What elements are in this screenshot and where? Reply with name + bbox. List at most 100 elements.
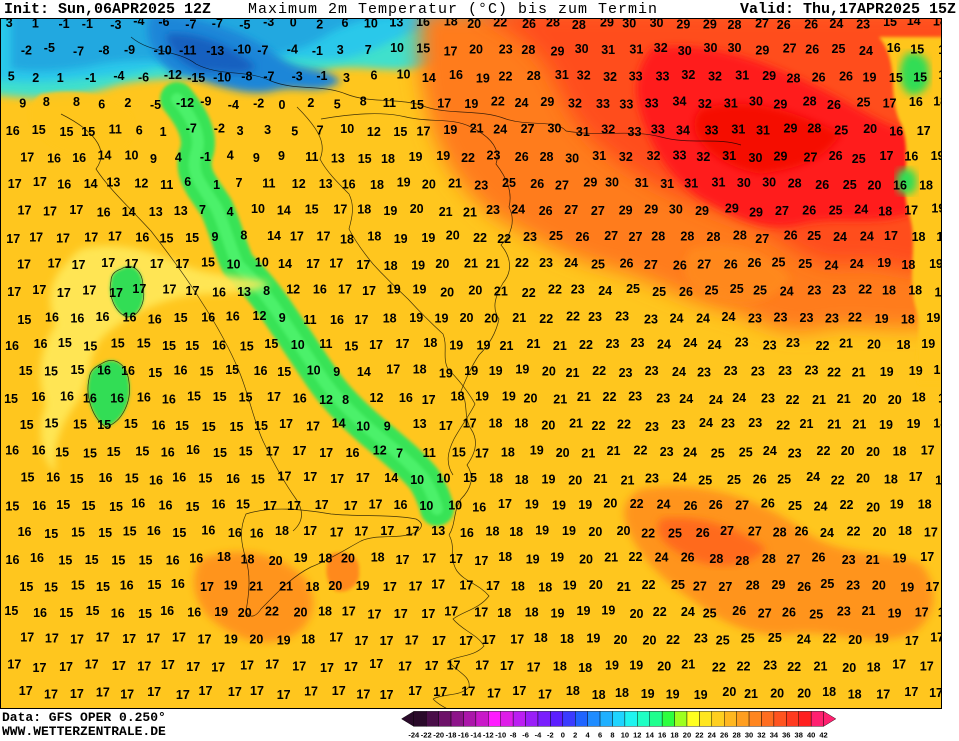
svg-text:7: 7 xyxy=(199,203,206,217)
svg-text:18: 18 xyxy=(514,417,528,431)
svg-text:17: 17 xyxy=(304,684,318,698)
svg-text:26: 26 xyxy=(802,204,816,218)
svg-text:19: 19 xyxy=(475,390,489,404)
svg-text:8: 8 xyxy=(73,95,80,109)
svg-text:18: 18 xyxy=(898,524,912,538)
svg-text:17: 17 xyxy=(368,608,382,622)
svg-text:16: 16 xyxy=(658,730,666,739)
svg-text:3: 3 xyxy=(237,124,244,138)
svg-text:22: 22 xyxy=(617,417,631,431)
svg-text:9: 9 xyxy=(253,151,260,165)
svg-text:19: 19 xyxy=(931,202,942,216)
svg-text:24: 24 xyxy=(683,336,697,350)
svg-text:27: 27 xyxy=(604,229,618,243)
svg-text:16: 16 xyxy=(5,339,19,353)
svg-text:24: 24 xyxy=(708,730,717,739)
svg-text:18: 18 xyxy=(515,473,529,487)
svg-text:17: 17 xyxy=(20,151,34,165)
svg-text:4: 4 xyxy=(175,151,182,165)
svg-text:4: 4 xyxy=(586,730,591,739)
svg-text:17: 17 xyxy=(266,445,280,459)
svg-text:31: 31 xyxy=(601,43,615,57)
svg-text:15: 15 xyxy=(213,390,227,404)
svg-text:17: 17 xyxy=(487,687,501,701)
svg-text:15: 15 xyxy=(200,364,214,378)
svg-text:-20: -20 xyxy=(433,730,444,739)
svg-text:18: 18 xyxy=(413,362,427,376)
svg-text:-5: -5 xyxy=(239,19,250,32)
svg-text:17: 17 xyxy=(109,286,123,300)
svg-text:18: 18 xyxy=(509,525,523,539)
svg-text:18: 18 xyxy=(498,550,512,564)
svg-text:1: 1 xyxy=(57,71,64,85)
svg-text:21: 21 xyxy=(577,390,591,404)
svg-text:25: 25 xyxy=(857,95,871,109)
svg-text:32: 32 xyxy=(603,70,617,84)
svg-text:31: 31 xyxy=(722,149,736,163)
svg-text:22: 22 xyxy=(823,632,837,646)
svg-text:31: 31 xyxy=(660,177,674,191)
svg-text:17: 17 xyxy=(175,257,189,271)
svg-text:-2: -2 xyxy=(253,96,264,110)
svg-text:25: 25 xyxy=(798,257,812,271)
svg-text:19: 19 xyxy=(935,286,943,300)
svg-text:15: 15 xyxy=(239,445,253,459)
svg-text:17: 17 xyxy=(32,283,46,297)
svg-text:13: 13 xyxy=(174,204,188,218)
svg-text:30: 30 xyxy=(737,176,751,190)
svg-text:30: 30 xyxy=(650,19,664,30)
svg-text:18: 18 xyxy=(489,472,503,486)
svg-text:23: 23 xyxy=(786,336,800,350)
svg-text:19: 19 xyxy=(577,604,591,618)
svg-text:16: 16 xyxy=(174,364,188,378)
svg-text:15: 15 xyxy=(172,526,186,540)
svg-text:-1: -1 xyxy=(85,71,96,85)
svg-text:20: 20 xyxy=(446,229,460,243)
svg-text:19: 19 xyxy=(909,364,923,378)
svg-text:16: 16 xyxy=(131,497,145,511)
svg-text:19: 19 xyxy=(383,204,397,218)
svg-text:23: 23 xyxy=(615,310,629,324)
svg-text:17: 17 xyxy=(265,657,279,671)
svg-text:30: 30 xyxy=(575,42,589,56)
svg-text:16: 16 xyxy=(135,231,149,245)
svg-text:11: 11 xyxy=(262,176,275,190)
svg-text:24: 24 xyxy=(709,393,723,407)
svg-text:19: 19 xyxy=(413,283,427,297)
svg-text:23: 23 xyxy=(832,283,846,297)
svg-text:32: 32 xyxy=(601,122,615,136)
svg-text:27: 27 xyxy=(644,258,658,272)
svg-text:19: 19 xyxy=(934,363,943,377)
svg-text:26: 26 xyxy=(784,229,798,243)
svg-text:21: 21 xyxy=(617,580,631,594)
svg-text:36: 36 xyxy=(782,730,790,739)
svg-text:18: 18 xyxy=(383,311,397,325)
svg-text:3: 3 xyxy=(264,123,271,137)
svg-text:23: 23 xyxy=(694,632,708,646)
svg-text:20: 20 xyxy=(467,19,481,31)
svg-text:17: 17 xyxy=(935,474,942,488)
svg-text:21: 21 xyxy=(581,447,595,461)
svg-text:17: 17 xyxy=(463,417,477,431)
svg-text:24: 24 xyxy=(696,312,710,326)
svg-text:17: 17 xyxy=(18,203,32,217)
svg-text:-5: -5 xyxy=(150,98,161,112)
svg-text:17: 17 xyxy=(921,443,935,457)
svg-text:21: 21 xyxy=(681,658,695,672)
svg-text:17: 17 xyxy=(319,446,333,460)
svg-text:28: 28 xyxy=(728,19,742,32)
svg-text:24: 24 xyxy=(797,632,811,646)
svg-text:18: 18 xyxy=(384,259,398,273)
svg-text:2: 2 xyxy=(573,730,577,739)
svg-text:25: 25 xyxy=(668,527,682,541)
svg-text:19: 19 xyxy=(356,579,370,593)
svg-text:17: 17 xyxy=(905,634,919,648)
svg-text:25: 25 xyxy=(820,577,834,591)
svg-text:10: 10 xyxy=(340,122,354,136)
svg-text:19: 19 xyxy=(409,150,423,164)
svg-text:-10: -10 xyxy=(154,44,172,58)
svg-text:14: 14 xyxy=(422,71,436,85)
svg-text:18: 18 xyxy=(912,230,926,244)
svg-text:16: 16 xyxy=(472,500,486,514)
svg-text:17: 17 xyxy=(59,660,73,674)
